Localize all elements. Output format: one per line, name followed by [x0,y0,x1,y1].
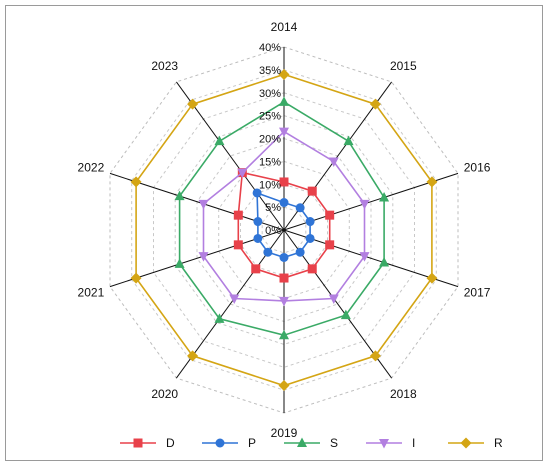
legend-marker-P [215,438,225,448]
point-P-2016 [305,217,315,227]
point-R-2021 [130,272,142,284]
point-P-2019 [279,252,289,262]
legend-item-I[interactable]: I [366,436,415,450]
point-S-2017 [379,257,390,267]
point-R-2023 [187,98,199,110]
point-I-2016 [359,199,370,210]
tick-label-30: 30% [259,88,281,100]
legend-item-D[interactable]: D [120,436,175,450]
point-D-2019 [279,273,289,283]
point-D-2014 [279,177,289,187]
point-R-2022 [130,176,142,188]
point-I-2015 [328,157,339,168]
tick-label-35: 35% [259,65,281,77]
series-R [130,68,438,392]
point-P-2023 [252,188,262,198]
point-S-2022 [174,190,185,201]
tick-label-15: 15% [259,156,281,168]
point-I-2021 [198,252,209,262]
point-S-2019 [279,329,289,340]
category-label-2018: 2018 [390,387,417,401]
legend-item-R[interactable]: R [448,436,503,450]
legend-label-D: D [166,436,175,450]
legend-marker-R [460,437,472,449]
series-S [174,96,390,340]
radar-series [130,68,438,392]
point-D-2016 [325,210,335,220]
legend-item-P[interactable]: P [202,436,256,450]
point-I-2014 [279,127,289,138]
series-I [198,127,370,307]
point-S-2023 [214,135,225,146]
legend-label-S: S [330,436,338,450]
category-label-2020: 2020 [151,387,178,401]
point-D-2022 [233,210,243,220]
category-label-2014: 2014 [271,20,298,34]
legend-label-I: I [412,436,415,450]
tick-label-10: 10% [259,179,281,191]
point-P-2017 [305,233,315,243]
point-P-2015 [295,203,305,213]
point-D-2020 [251,264,261,274]
point-S-2016 [379,191,390,202]
point-P-2020 [263,247,273,257]
category-label-2017: 2017 [464,286,491,300]
category-labels: 2014 2015 2016 2017 2018 2019 2020 2021 2022 2023 [78,20,491,440]
category-label-2022: 2022 [78,160,105,174]
point-R-2015 [369,98,381,110]
point-D-2021 [233,240,243,250]
category-label-2016: 2016 [464,160,491,174]
grid-ring-25 [174,115,394,345]
point-R-2019 [278,380,290,392]
radial-tick-labels: 0% 5% 10% 15% 20% 25% 30% 35% 40% [259,42,281,237]
legend-item-S[interactable]: S [284,436,338,450]
tick-label-20: 20% [259,134,281,146]
point-I-2018 [328,294,339,304]
category-label-2019: 2019 [271,426,298,440]
point-S-2015 [343,135,354,146]
category-label-2023: 2023 [151,59,178,73]
radar-chart: 0%5%10%15%20%25%30%35%40% 20142015201620… [78,20,503,450]
point-P-2018 [295,247,305,257]
point-I-2020 [229,294,240,304]
point-I-2017 [359,252,370,262]
point-R-2014 [278,68,290,80]
tick-label-25: 25% [259,111,281,123]
point-S-2021 [174,258,185,268]
point-R-2017 [426,272,438,284]
legend-marker-I [379,439,389,449]
point-R-2020 [187,350,199,362]
point-D-2015 [307,186,317,196]
point-I-2019 [279,296,289,307]
point-S-2018 [340,309,351,320]
legend-label-R: R [494,436,503,450]
series-P [252,188,315,262]
point-R-2016 [426,176,438,188]
category-label-2021: 2021 [78,286,105,300]
point-D-2018 [307,264,317,274]
tick-label-40: 40% [259,42,281,54]
tick-label-0: 0% [265,225,281,237]
tick-label-5: 5% [265,202,281,214]
point-I-2023 [237,168,248,179]
legend-marker-S [297,437,307,447]
legend-label-P: P [248,436,256,450]
chart-frame: 0% 5% 10% 15% 20% 25% 30% 35% 40% 2014 2015 2016 20… [5,5,543,461]
point-P-2022 [253,217,263,227]
point-D-2017 [325,240,335,250]
point-P-2014 [279,198,289,208]
grid-ring-10 [240,183,328,277]
point-P-2021 [253,233,263,243]
category-label-2015: 2015 [390,59,417,73]
point-S-2014 [279,96,289,106]
point-S-2020 [214,313,225,323]
legend-marker-D [133,438,143,448]
point-I-2022 [198,199,209,210]
point-R-2018 [369,350,381,362]
